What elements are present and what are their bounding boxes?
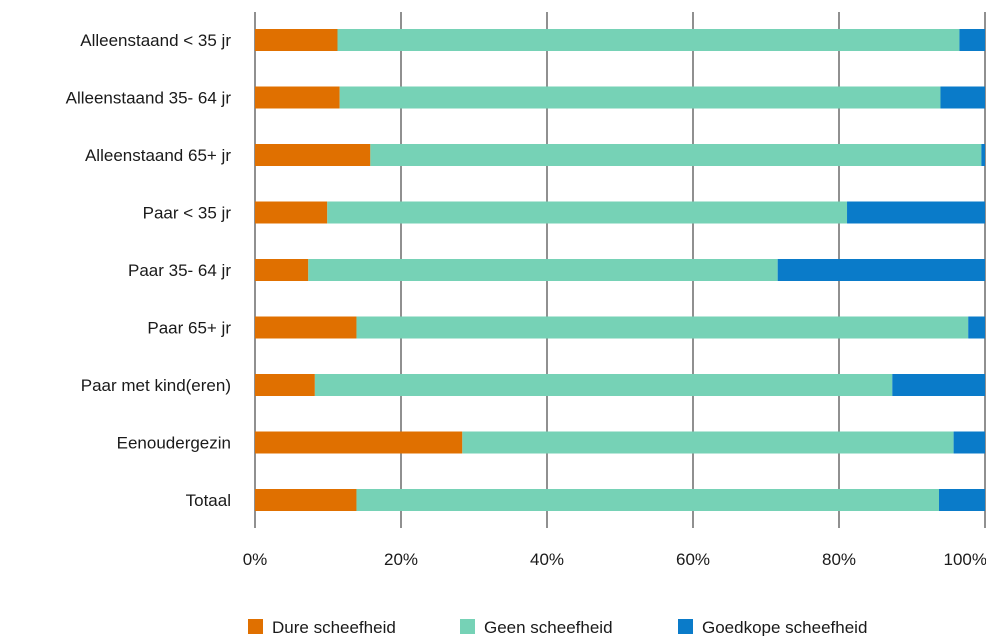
category-label: Totaal: [186, 491, 231, 510]
legend: Dure scheefheid Geen scheefheid Goedkope s…: [248, 618, 867, 636]
legend-swatch: [460, 619, 475, 634]
bar-segment: [255, 29, 338, 51]
legend-item: Geen scheefheid: [460, 618, 613, 636]
bars: [255, 29, 985, 511]
bar-segment: [777, 259, 985, 281]
bar-segment: [356, 316, 969, 339]
x-tick-labels: 0% 20% 40% 60% 80% 100%: [243, 550, 986, 569]
bar-segment: [308, 259, 778, 281]
bar-segment: [462, 431, 954, 454]
bar-segment: [255, 316, 357, 339]
bar-segment: [327, 201, 848, 224]
bar-segment: [370, 144, 982, 166]
bar-segment: [953, 431, 985, 454]
x-tick-label: 60%: [676, 550, 710, 569]
bar-segment: [255, 144, 371, 166]
category-label: Paar 35- 64 jr: [128, 261, 231, 280]
x-tick-label: 0%: [243, 550, 268, 569]
category-label: Alleenstaand 35- 64 jr: [66, 89, 232, 108]
legend-label: Geen scheefheid: [484, 618, 613, 636]
legend-label: Goedkope scheefheid: [702, 618, 867, 636]
x-tick-label: 100%: [944, 550, 986, 569]
x-tick-label: 40%: [530, 550, 564, 569]
x-tick-label: 80%: [822, 550, 856, 569]
bar-segment: [337, 29, 960, 51]
x-tick-label: 20%: [384, 550, 418, 569]
bar-segment: [959, 29, 985, 51]
bar-segment: [981, 144, 985, 166]
bar-segment: [255, 259, 309, 281]
bar-segment: [940, 86, 985, 109]
legend-swatch: [248, 619, 263, 634]
bar-segment: [255, 86, 340, 109]
bar-segment: [968, 316, 985, 339]
bar-segment: [939, 489, 985, 511]
category-label: Alleenstaand 65+ jr: [85, 146, 231, 165]
category-label: Paar 65+ jr: [147, 319, 231, 338]
bar-segment: [356, 489, 940, 511]
bar-segment: [892, 374, 985, 396]
bar-segment: [339, 86, 941, 109]
legend-swatch: [678, 619, 693, 634]
legend-item: Goedkope scheefheid: [678, 618, 867, 636]
bar-segment: [255, 201, 328, 224]
category-label: Paar < 35 jr: [143, 204, 232, 223]
category-labels: Alleenstaand < 35 jr Alleenstaand 35- 64 …: [66, 31, 232, 510]
bar-segment: [255, 431, 463, 454]
bar-segment: [314, 374, 893, 396]
category-label: Alleenstaand < 35 jr: [80, 31, 231, 50]
category-label: Eenoudergezin: [117, 434, 231, 453]
bar-segment: [847, 201, 985, 224]
bar-segment: [255, 489, 357, 511]
bar-segment: [255, 374, 315, 396]
legend-label: Dure scheefheid: [272, 618, 396, 636]
category-label: Paar met kind(eren): [81, 376, 231, 395]
legend-item: Dure scheefheid: [248, 618, 396, 636]
